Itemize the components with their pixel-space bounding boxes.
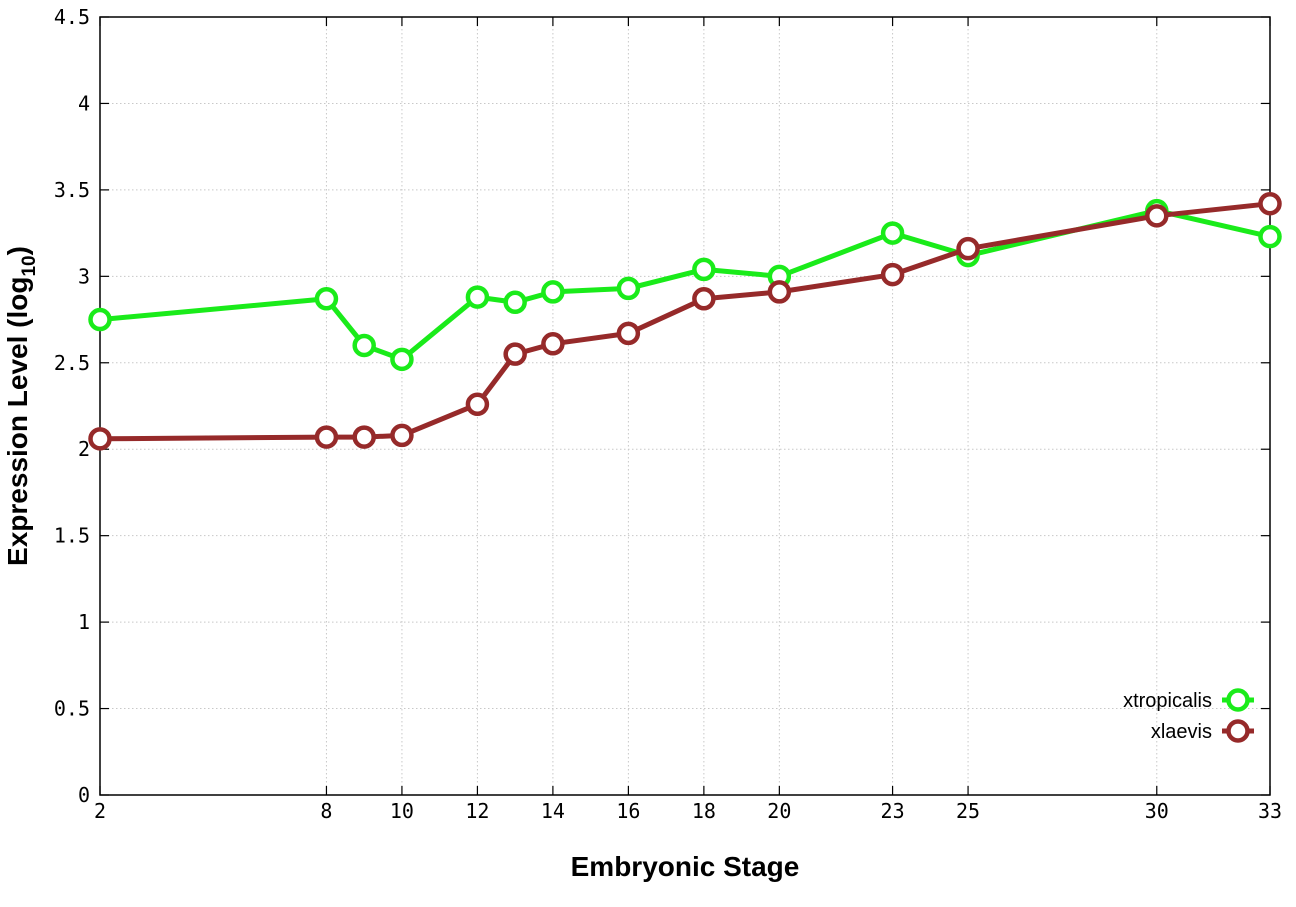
y-tick-label: 4.5 <box>54 5 90 29</box>
y-tick-label: 2 <box>78 437 90 461</box>
data-point-xlaevis <box>503 342 527 366</box>
x-tick-label: 30 <box>1145 799 1169 823</box>
x-tick-label: 2 <box>94 799 106 823</box>
data-point-xlaevis <box>352 425 376 449</box>
data-point-xlaevis <box>541 332 565 356</box>
data-point-xlaevis <box>88 427 112 451</box>
data-point-xlaevis <box>956 236 980 261</box>
x-tick-label: 23 <box>881 799 905 823</box>
x-tick-label: 20 <box>767 799 791 823</box>
data-point-xtropicalis <box>465 285 490 309</box>
data-point-xlaevis <box>465 392 490 417</box>
data-point-xtropicalis <box>880 221 905 245</box>
x-tick-label: 8 <box>320 799 332 823</box>
y-tick-label: 0 <box>78 783 90 807</box>
data-point-xtropicalis <box>503 290 527 315</box>
x-tick-labels: 2 8 10 12 14 16 18 20 23 25 30 33 <box>94 799 1282 823</box>
x-tick-label: 18 <box>692 799 716 823</box>
data-point-xtropicalis <box>692 257 716 282</box>
y-axis-title-main: Expression Level (log <box>2 277 33 566</box>
legend-swatch-marker-xtropicalis <box>1226 688 1250 712</box>
y-axis-title-close: ) <box>2 246 33 255</box>
x-tick-label: 33 <box>1258 799 1282 823</box>
data-point-xlaevis <box>692 287 716 311</box>
data-point-xlaevis <box>1258 191 1282 216</box>
legend-item-xlaevis: xlaevis <box>1151 719 1254 743</box>
series-layer <box>88 191 1282 451</box>
series-line-xtropicalis <box>99 208 1271 362</box>
legend-item-xtropicalis: xtropicalis <box>1123 688 1254 712</box>
legend-label-xlaevis: xlaevis <box>1151 721 1212 743</box>
data-point-xtropicalis <box>390 347 414 372</box>
x-tick-label: 14 <box>541 799 565 823</box>
x-tick-label: 16 <box>616 799 640 823</box>
x-axis-title: Embryonic Stage <box>571 851 800 882</box>
data-point-xtropicalis <box>314 287 339 311</box>
y-axis-title-subscript: 10 <box>19 255 40 276</box>
legend-label-xtropicalis: xtropicalis <box>1123 690 1212 712</box>
y-tick-labels: 0 0.5 1 1.5 2 2.5 3 3.5 4 4.5 <box>54 5 90 807</box>
x-tick-label: 12 <box>465 799 489 823</box>
data-point-xlaevis <box>880 262 905 287</box>
y-tick-label: 4 <box>78 91 90 115</box>
legend: xtropicalis xlaevis <box>1123 688 1254 743</box>
data-point-xtropicalis <box>352 333 376 358</box>
legend-swatch-marker-xlaevis <box>1226 719 1250 743</box>
x-tick-label: 10 <box>390 799 414 823</box>
y-tick-label: 2.5 <box>54 351 90 375</box>
y-tick-label: 0.5 <box>54 697 90 721</box>
series-line-xlaevis <box>99 201 1271 442</box>
grid-lines <box>100 17 1270 795</box>
data-point-xlaevis <box>1145 204 1169 228</box>
x-tick-label: 25 <box>956 799 980 823</box>
data-point-xlaevis <box>616 321 641 346</box>
y-axis-title: Expression Level (log10) <box>2 246 40 566</box>
tick-marks <box>99 16 1271 796</box>
data-point-xtropicalis <box>541 280 565 304</box>
data-point-xlaevis <box>390 423 414 448</box>
data-point-xtropicalis <box>88 307 112 332</box>
data-point-xtropicalis <box>616 276 641 301</box>
plot-frame <box>99 16 1271 796</box>
series-xlaevis <box>88 191 1282 451</box>
y-tick-label: 3 <box>78 264 90 288</box>
data-point-xlaevis <box>767 280 792 304</box>
data-point-xtropicalis <box>1258 224 1282 249</box>
y-tick-label: 1.5 <box>54 524 90 548</box>
data-point-xlaevis <box>314 425 339 449</box>
y-tick-label: 3.5 <box>54 178 90 202</box>
y-tick-label: 1 <box>78 610 90 634</box>
